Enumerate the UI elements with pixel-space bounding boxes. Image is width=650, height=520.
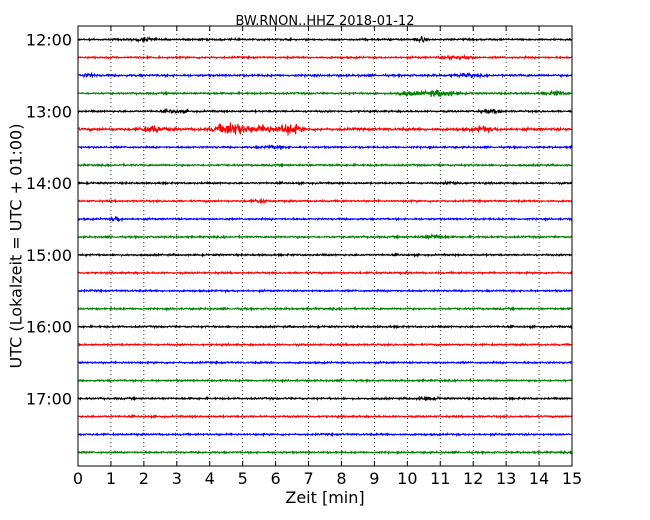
chart-title: BW.RNON..HHZ 2018-01-12 [235, 14, 414, 29]
x-tick-label: 10 [397, 469, 417, 488]
y-tick-label: 12:00 [26, 31, 72, 50]
x-tick-label: 6 [271, 469, 281, 488]
y-tick-label: 13:00 [26, 102, 72, 121]
seismic-trace-1400 [77, 179, 573, 187]
seismic-trace-1345 [77, 162, 573, 168]
seismic-trace-1530 [77, 288, 573, 294]
seismic-trace-1615 [77, 341, 573, 348]
seismic-trace-1630 [77, 360, 573, 366]
axis-ticks: 0 1 2 3 4 5 6 7 8 9 10 11 12 13 14 1512:0013:0014:0015:… [26, 26, 582, 488]
seismic-trace-1515 [77, 269, 573, 276]
x-tick-label: 11 [430, 469, 450, 488]
seismic-trace-1430 [77, 215, 573, 223]
y-axis-label: UTC (Lokalzeit = UTC + 01:00) [7, 124, 26, 369]
x-tick-label: 2 [139, 469, 149, 488]
seismic-trace-1330 [77, 144, 573, 151]
seismic-trace-1745 [77, 449, 573, 456]
y-tick-label: 17:00 [26, 390, 72, 409]
x-tick-label: 3 [172, 469, 182, 488]
seismic-trace-1730 [77, 431, 573, 438]
seismic-trace-1715 [77, 413, 573, 420]
x-tick-label: 1 [106, 469, 116, 488]
seismic-trace-1200 [77, 35, 573, 44]
x-tick-label: 13 [496, 469, 516, 488]
seismic-trace-1245 [77, 89, 573, 98]
seismic-trace-1545 [77, 305, 573, 312]
x-tick-label: 4 [205, 469, 215, 488]
plot-area-frame [77, 25, 573, 467]
trace-group [77, 35, 573, 456]
y-tick-label: 14:00 [26, 174, 72, 193]
seismic-trace-1415 [77, 198, 573, 205]
x-tick-label: 15 [562, 469, 582, 488]
seismic-trace-1500 [77, 252, 573, 258]
x-tick-label: 14 [529, 469, 549, 488]
x-tick-label: 8 [336, 469, 346, 488]
x-tick-label: 12 [463, 469, 483, 488]
seismic-trace-1700 [77, 395, 573, 402]
seismic-trace-1600 [77, 323, 573, 330]
x-tick-label: 7 [303, 469, 313, 488]
x-tick-label: 5 [238, 469, 248, 488]
x-tick-label: 9 [369, 469, 379, 488]
seismic-trace-1445 [77, 232, 573, 241]
seismic-trace-1215 [77, 53, 573, 62]
seismic-trace-1230 [77, 71, 573, 80]
x-tick-label: 0 [73, 469, 83, 488]
seismic-trace-1645 [77, 377, 573, 384]
x-axis-label: Zeit [min] [285, 488, 364, 507]
y-tick-label: 15:00 [26, 246, 72, 265]
seismic-trace-1315 [77, 122, 573, 136]
grid-lines [110, 26, 540, 466]
seismic-trace-1300 [77, 107, 573, 115]
y-tick-label: 16:00 [26, 318, 72, 337]
